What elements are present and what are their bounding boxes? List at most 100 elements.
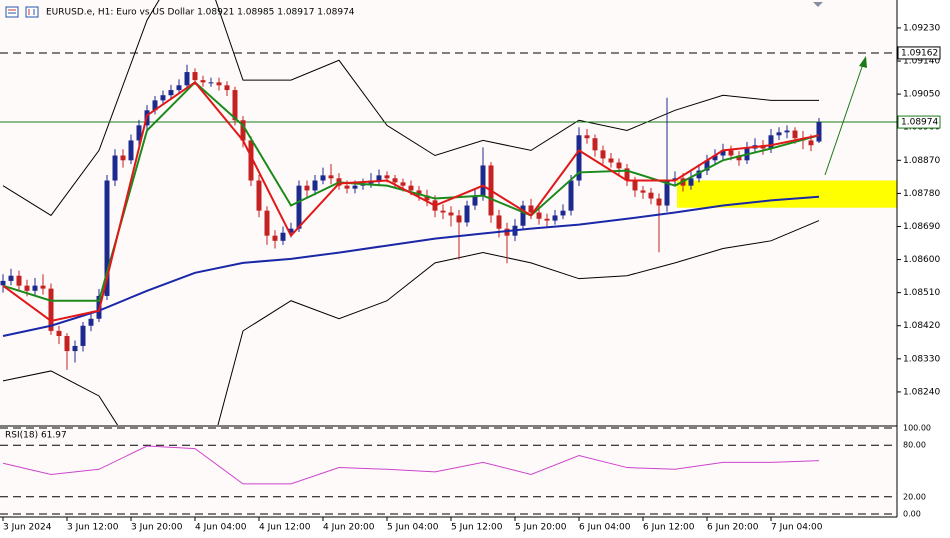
rsi-tick-label: 20.00 — [903, 492, 926, 501]
band-line — [2, 0, 819, 217]
moving-average — [2, 195, 820, 338]
candle-body — [776, 132, 782, 136]
candle-body — [648, 192, 654, 199]
candle-body — [496, 215, 502, 229]
candle-body — [328, 175, 334, 179]
candle-body — [16, 275, 22, 286]
candle-body — [304, 185, 310, 191]
y-tick-label: 1.09140 — [903, 57, 940, 67]
trend-arrow — [824, 56, 867, 176]
band-line — [2, 220, 820, 425]
candle-body — [624, 168, 630, 181]
candle-body — [616, 162, 622, 169]
candle-body — [376, 175, 382, 181]
level-label: 1.09162 — [901, 48, 938, 58]
candle-body — [40, 285, 46, 289]
rsi-pane — [0, 427, 897, 515]
y-tick-label: 1.08600 — [903, 255, 940, 265]
y-tick-label: 1.08690 — [903, 222, 940, 232]
rsi-title: RSI(18) 61.97 — [5, 431, 67, 441]
candle-body — [768, 135, 774, 149]
candle-body — [136, 125, 142, 141]
candle-body — [552, 215, 558, 221]
candle-body — [728, 150, 734, 156]
candle-body — [600, 150, 606, 159]
candle-body — [816, 122, 822, 142]
candle-body — [24, 285, 30, 291]
candle-body — [440, 210, 446, 213]
y-tick-label: 1.08420 — [903, 321, 940, 331]
candle-body — [352, 185, 358, 189]
candle-body — [736, 155, 742, 161]
x-tick-label: 7 Jun 04:00 — [771, 523, 823, 533]
rsi-tick-label: 100.00 — [903, 424, 931, 433]
candle-body — [224, 85, 230, 91]
rsi-line — [2, 445, 820, 485]
candle-body — [264, 210, 270, 236]
candle-body — [280, 232, 286, 241]
candle-body — [472, 195, 478, 206]
candle-body — [544, 218, 550, 221]
candle-body — [0, 280, 6, 286]
candle-body — [272, 235, 278, 241]
candle-body — [216, 82, 222, 86]
candle-body — [104, 180, 110, 296]
x-tick-label: 6 Jun 20:00 — [707, 523, 759, 533]
candle-body — [392, 178, 398, 183]
chart-title: EURUSD.e, H1: Euro vs US Dollar 1.08921 … — [46, 8, 355, 18]
y-tick-label: 1.08870 — [903, 156, 940, 166]
x-tick-label: 5 Jun 04:00 — [387, 523, 439, 533]
y-tick-label: 1.08780 — [903, 189, 940, 199]
candle-body — [688, 178, 694, 186]
y-tick-label: 1.09050 — [903, 90, 940, 100]
candle-body — [704, 160, 710, 171]
candle-body — [536, 212, 542, 219]
candle-body — [56, 330, 62, 337]
candle-body — [792, 130, 798, 139]
candle-body — [152, 100, 158, 111]
candle-body — [120, 155, 126, 161]
candle-body — [64, 336, 70, 352]
candle-body — [200, 80, 206, 83]
arrow-line — [824, 63, 864, 176]
candle-body — [128, 140, 134, 161]
x-tick-label: 3 Jun 2024 — [3, 523, 52, 533]
candle-body — [696, 170, 702, 179]
candle-body — [408, 185, 414, 191]
candle-body — [464, 205, 470, 223]
candle-body — [208, 82, 214, 84]
x-tick-label: 5 Jun 20:00 — [515, 523, 567, 533]
candle-body — [288, 228, 294, 233]
x-tick-label: 4 Jun 04:00 — [195, 523, 247, 533]
level-label: 1.08974 — [901, 118, 938, 128]
candle-body — [632, 180, 638, 191]
candle-body — [400, 182, 406, 186]
candle-body — [344, 185, 350, 189]
candle-body — [72, 345, 78, 352]
candle-body — [240, 120, 246, 141]
candle-body — [8, 275, 14, 281]
candle-body — [608, 158, 614, 163]
y-tick-label: 1.08510 — [903, 288, 940, 298]
candle-body — [312, 180, 318, 191]
candle-body — [784, 130, 790, 133]
candle-body — [456, 215, 462, 223]
candle-body — [232, 90, 238, 121]
rsi-tick-label: 0.00 — [903, 510, 921, 519]
candle-body — [88, 318, 94, 326]
candle-body — [568, 180, 574, 211]
rsi-tick-label: 80.00 — [903, 441, 926, 450]
candle-body — [448, 212, 454, 216]
candle-body — [384, 175, 390, 179]
candle-body — [248, 140, 254, 181]
shift-marker — [813, 2, 823, 7]
candle-body — [160, 95, 166, 101]
candle-body — [176, 85, 182, 91]
candle-body — [112, 155, 118, 181]
arrow-head — [859, 56, 867, 68]
x-tick-label: 4 Jun 20:00 — [323, 523, 375, 533]
candle-body — [184, 72, 190, 86]
x-tick-label: 5 Jun 12:00 — [451, 523, 503, 533]
